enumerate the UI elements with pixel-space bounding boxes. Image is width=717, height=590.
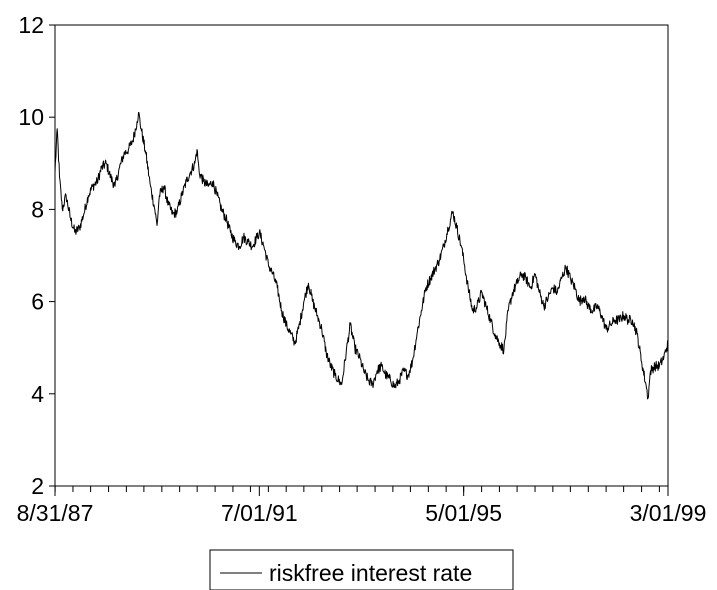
x-tick-label: 7/01/91 <box>221 500 298 526</box>
y-tick-label: 10 <box>18 104 44 130</box>
x-tick-label: 5/01/95 <box>425 500 502 526</box>
legend: riskfree interest rate <box>209 549 514 590</box>
y-tick-label: 8 <box>31 196 44 222</box>
y-tick-label: 2 <box>31 473 44 499</box>
y-tick-label: 4 <box>31 381 44 407</box>
x-tick-label: 3/01/99 <box>630 500 707 526</box>
series-group <box>54 112 669 400</box>
x-tick-label: 8/31/87 <box>17 500 94 526</box>
series-line-riskfree-interest-rate <box>54 112 669 400</box>
x-axis: 8/31/87 7/01/91 5/01/95 3/01/99 <box>17 486 707 526</box>
legend-label: riskfree interest rate <box>269 560 472 586</box>
legend-box <box>209 549 514 590</box>
y-tick-label: 12 <box>18 12 44 38</box>
y-tick-label: 6 <box>31 289 44 315</box>
y-axis: 2 4 6 8 10 12 <box>18 12 55 499</box>
plot-area <box>54 24 669 487</box>
